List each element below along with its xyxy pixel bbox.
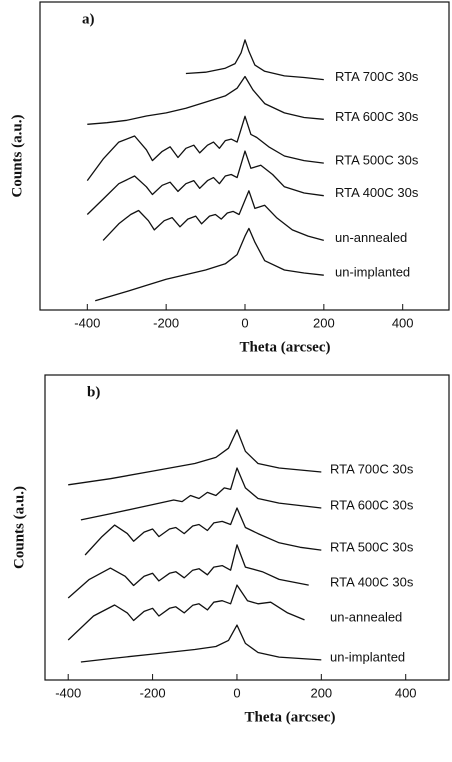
- curve: [95, 227, 324, 302]
- curve: [80, 624, 322, 663]
- series-label: RTA 700C 30s: [335, 69, 419, 84]
- x-tick-label: -200: [140, 685, 166, 700]
- panel-label: a): [82, 11, 95, 27]
- x-tick-label: -200: [153, 315, 179, 330]
- series-label: RTA 500C 30s: [335, 153, 419, 168]
- curve: [87, 75, 324, 125]
- x-tick-label: 200: [313, 315, 335, 330]
- curve: [67, 584, 305, 641]
- x-tick-label: 400: [392, 315, 414, 330]
- series-label: un-annealed: [330, 609, 402, 624]
- x-tick-label: 0: [241, 315, 248, 330]
- curve: [80, 467, 322, 521]
- curve: [86, 150, 324, 215]
- x-axis-title: Theta (arcsec): [240, 339, 331, 355]
- series-label: RTA 600C 30s: [335, 109, 419, 124]
- curve: [185, 39, 324, 81]
- x-tick-label: -400: [55, 685, 81, 700]
- y-axis-title: Counts (a.u.): [9, 115, 25, 198]
- series-label: RTA 700C 30s: [330, 461, 414, 476]
- series-label: un-implanted: [335, 265, 410, 280]
- series-label: RTA 500C 30s: [330, 540, 414, 555]
- y-axis-title: Counts (a.u.): [11, 486, 27, 569]
- plot-frame: [44, 374, 450, 681]
- panel-label: b): [87, 384, 100, 400]
- curve: [84, 507, 322, 556]
- series-label: RTA 400C 30s: [330, 575, 414, 590]
- series-label: RTA 400C 30s: [335, 185, 419, 200]
- curve: [68, 429, 322, 486]
- curve: [102, 190, 324, 242]
- x-tick-label: 0: [233, 685, 240, 700]
- series-label: RTA 600C 30s: [330, 497, 414, 512]
- curve: [86, 115, 324, 181]
- x-tick-label: 400: [395, 685, 417, 700]
- x-tick-label: -400: [74, 315, 100, 330]
- series-label: un-annealed: [335, 230, 407, 245]
- x-axis-title: Theta (arcsec): [245, 709, 336, 725]
- series-label: un-implanted: [330, 649, 405, 664]
- x-tick-label: 200: [310, 685, 332, 700]
- curve: [67, 544, 309, 599]
